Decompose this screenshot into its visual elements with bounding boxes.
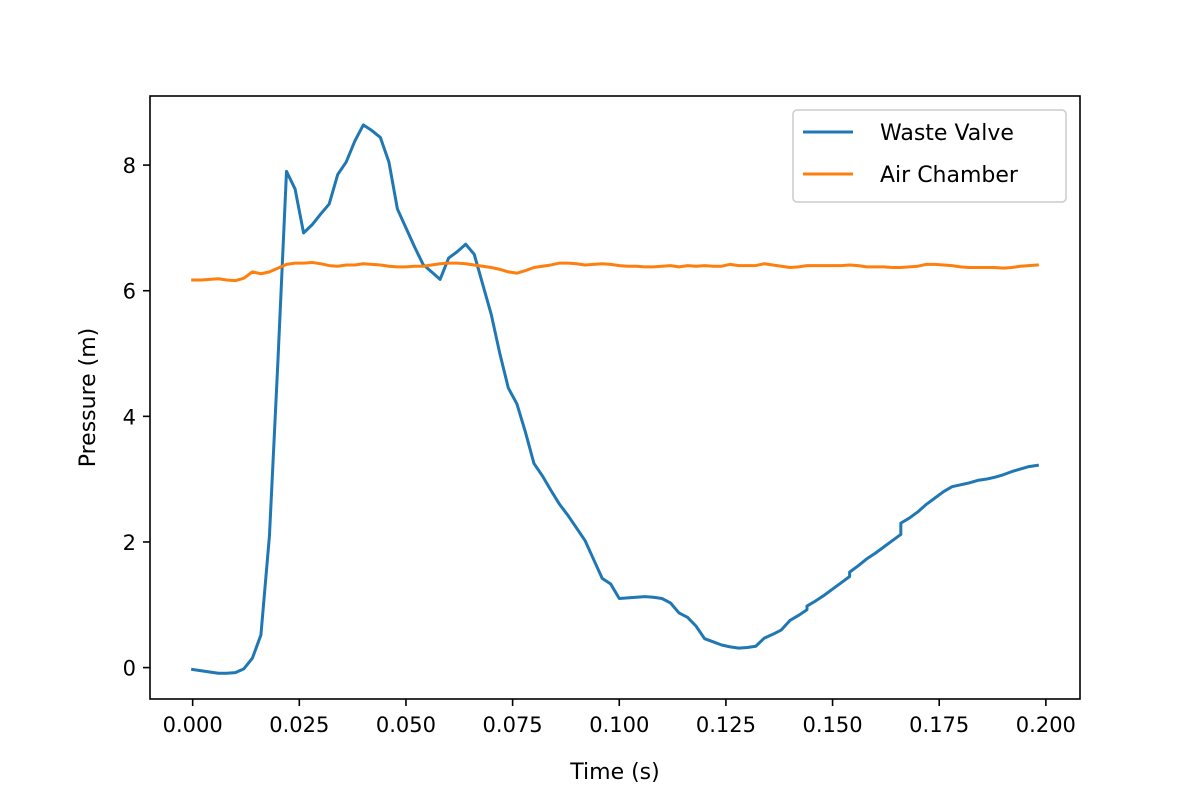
x-axis: 0.000 0.025 0.050 0.075 0.100 0.125 0.150 0.175… (163, 699, 1076, 737)
series-line-1 (191, 260, 1039, 283)
x-tick-label: 0.000 (163, 713, 223, 737)
x-tick-label: 0.200 (1016, 713, 1076, 737)
legend-box (792, 109, 1067, 203)
y-axis: 0 2 4 6 8 (123, 154, 150, 681)
x-tick-label: 0.025 (269, 713, 329, 737)
x-tick-label: 0.100 (589, 713, 649, 737)
x-tick-label: 0.125 (696, 713, 756, 737)
legend-entry-label: Waste Valve (880, 121, 1014, 146)
y-tick-label: 8 (123, 154, 136, 178)
y-tick-label: 2 (123, 531, 136, 555)
plot-area (190, 123, 1040, 675)
x-tick-label: 0.075 (483, 713, 543, 737)
x-tick-label: 0.150 (803, 713, 863, 737)
plot-frame (149, 95, 1081, 700)
x-axis-label: Time (s) (569, 760, 659, 785)
y-tick-label: 0 (123, 657, 136, 681)
x-tick-label: 0.175 (909, 713, 969, 737)
y-axis-label: Pressure (m) (76, 328, 101, 468)
x-tick-label: 0.050 (376, 713, 436, 737)
y-tick-label: 6 (123, 280, 136, 304)
y-tick-label: 4 (123, 405, 136, 429)
legend-entry-label: Air Chamber (880, 163, 1019, 188)
series-line-0 (190, 123, 1040, 675)
legend: Waste Valve Air Chamber (792, 109, 1067, 203)
